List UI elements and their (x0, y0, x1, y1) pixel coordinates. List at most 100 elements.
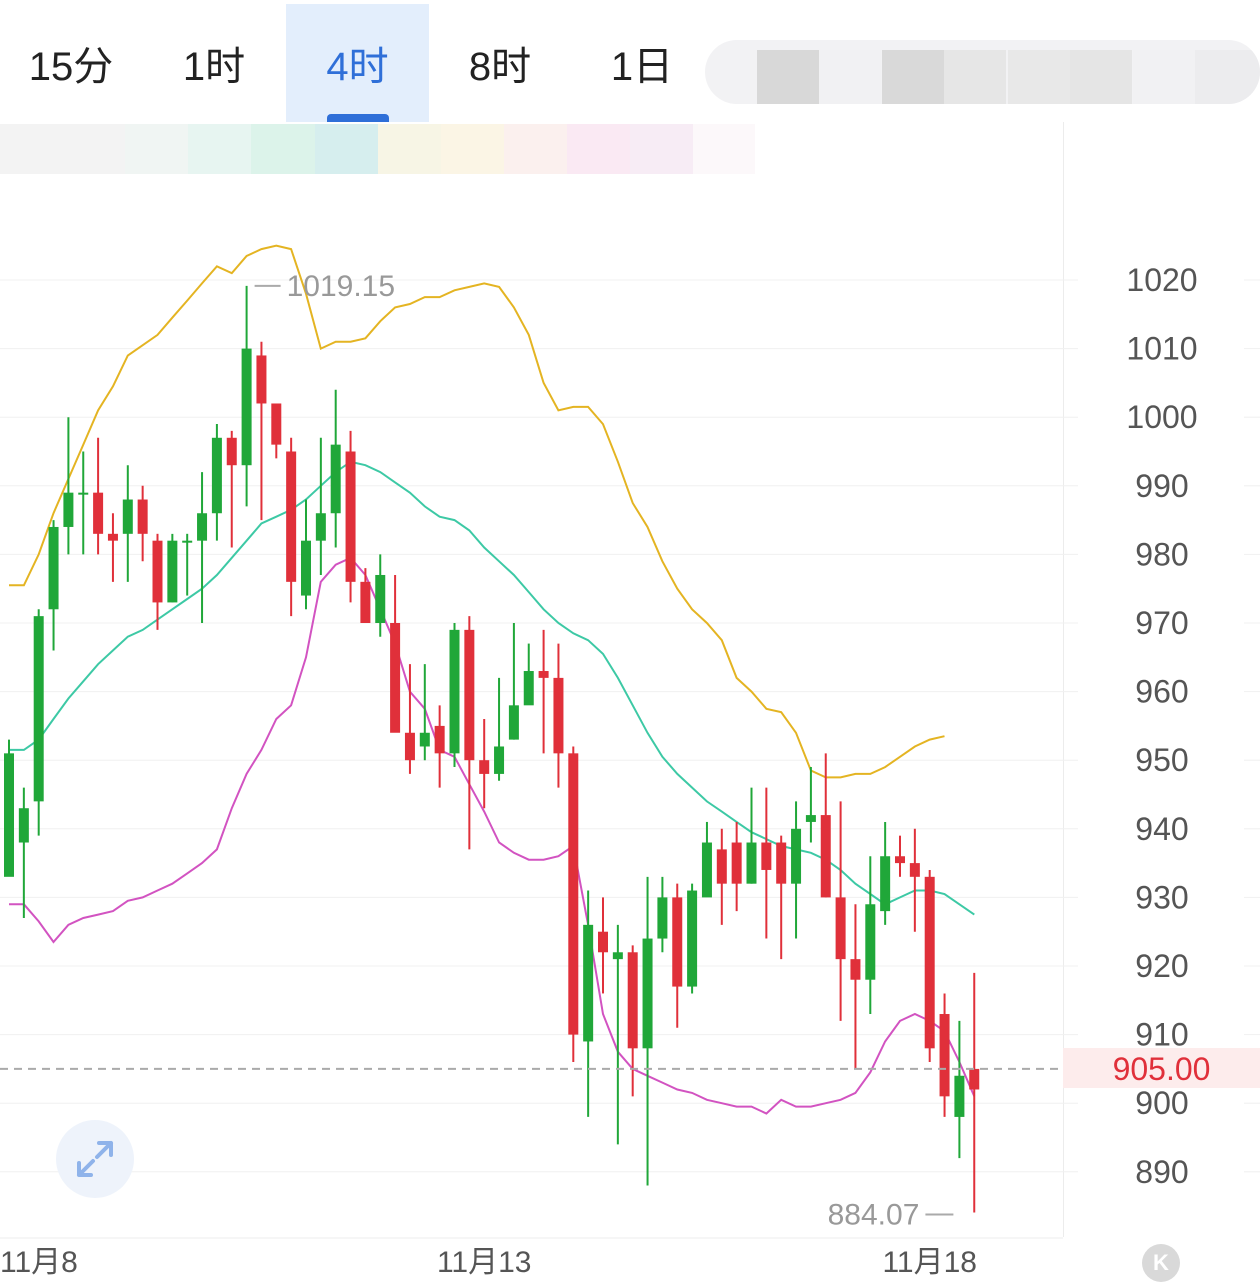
tab-8h[interactable]: 8时 (429, 4, 571, 122)
candle-body (494, 746, 505, 774)
candle (211, 424, 222, 541)
candles (4, 285, 980, 1213)
y-tick-label: 930 (1135, 879, 1188, 915)
tab-label: 1日 (610, 45, 674, 89)
candle (701, 821, 712, 898)
candle (375, 554, 386, 637)
candle-body (880, 856, 891, 912)
expand-arrows-icon (77, 1141, 113, 1177)
y-tick-label: 910 (1135, 1017, 1188, 1053)
candle (716, 828, 727, 925)
candle-body (598, 931, 608, 953)
y-tick-label: 1000 (1126, 399, 1197, 435)
y-tick-label: 890 (1135, 1154, 1188, 1190)
middle-band-line (9, 460, 975, 916)
tab-4h[interactable]: 4时 (286, 4, 429, 122)
candle (850, 904, 861, 1069)
blurred-tab-area (705, 40, 1260, 104)
candle-body (954, 1075, 965, 1117)
y-tick-label: 970 (1135, 605, 1188, 641)
candle-body (909, 863, 920, 877)
candle (33, 609, 44, 836)
candle (197, 472, 208, 623)
tab-1h[interactable]: 1时 (142, 4, 286, 122)
kline-toggle-button[interactable]: K (1142, 1244, 1180, 1282)
tab-15min[interactable]: 15分 (0, 4, 142, 122)
candle-body (805, 815, 816, 822)
candle-body (672, 897, 683, 987)
candle-body (761, 842, 772, 870)
candle (449, 623, 460, 768)
y-tick-label: 920 (1135, 948, 1188, 984)
candle-body (241, 348, 252, 466)
tab-label: 4时 (326, 45, 389, 89)
y-tick-label: 900 (1135, 1085, 1188, 1121)
candle-body (657, 897, 668, 939)
candle (226, 430, 237, 548)
candle (761, 787, 772, 939)
candle-body (63, 492, 74, 527)
candle (271, 403, 282, 459)
candle (494, 677, 505, 781)
candle (256, 341, 267, 521)
tab-label: 8时 (468, 45, 532, 89)
candle-body (107, 533, 118, 541)
grid-lines (0, 279, 1260, 1239)
candle (805, 767, 816, 843)
bollinger-bands (9, 244, 976, 1115)
candle (137, 485, 148, 562)
candle (508, 623, 519, 740)
candle (657, 876, 668, 953)
price-axis-divider (1063, 122, 1064, 1237)
candle (464, 616, 475, 850)
candle (286, 437, 297, 617)
candle (330, 389, 341, 548)
candle-body (642, 938, 653, 1049)
candle (598, 897, 608, 994)
candle (182, 533, 193, 596)
candle-body (48, 526, 59, 610)
y-tick-label: 960 (1135, 674, 1188, 710)
candle-body (895, 856, 905, 864)
candle-body (508, 705, 519, 740)
candle-body (746, 842, 757, 884)
expand-button[interactable] (56, 1120, 134, 1198)
candle (687, 883, 698, 994)
tab-1d[interactable]: 1日 (571, 4, 713, 122)
candle (419, 664, 430, 761)
candle (909, 828, 920, 932)
price-axis: 1020 1010 1000 990 980 970 960 950 940 930 920 910 9… (1126, 262, 1197, 1190)
candle (315, 437, 326, 575)
candle (880, 821, 891, 925)
candle-body (583, 924, 594, 1042)
candle (895, 835, 905, 877)
candle (523, 643, 534, 706)
blurred-indicator-strip (0, 124, 760, 174)
candle (835, 801, 846, 1021)
x-tick-label: 11月13 (437, 1246, 532, 1279)
candle (612, 924, 623, 1145)
y-tick-label: 1020 (1126, 262, 1197, 298)
tab-label: 1时 (182, 45, 246, 89)
candle-body (731, 842, 742, 884)
candle-body (568, 753, 579, 1035)
candle-body (330, 444, 341, 514)
candle-body (701, 842, 712, 898)
candle-body (479, 760, 490, 774)
y-tick-label: 940 (1135, 811, 1188, 847)
candle-body (197, 513, 208, 541)
candle (746, 787, 757, 884)
candle-body (93, 492, 104, 534)
candle-body (850, 959, 861, 980)
candle (568, 746, 579, 1063)
candle (924, 869, 935, 1063)
lower-band-line (9, 556, 976, 1115)
candle-body (137, 499, 148, 534)
active-tab-indicator (326, 114, 389, 122)
candle (642, 876, 653, 1186)
candle (553, 643, 564, 788)
candle (63, 417, 74, 555)
k-icon: K (1153, 1250, 1169, 1275)
candle (93, 437, 104, 555)
